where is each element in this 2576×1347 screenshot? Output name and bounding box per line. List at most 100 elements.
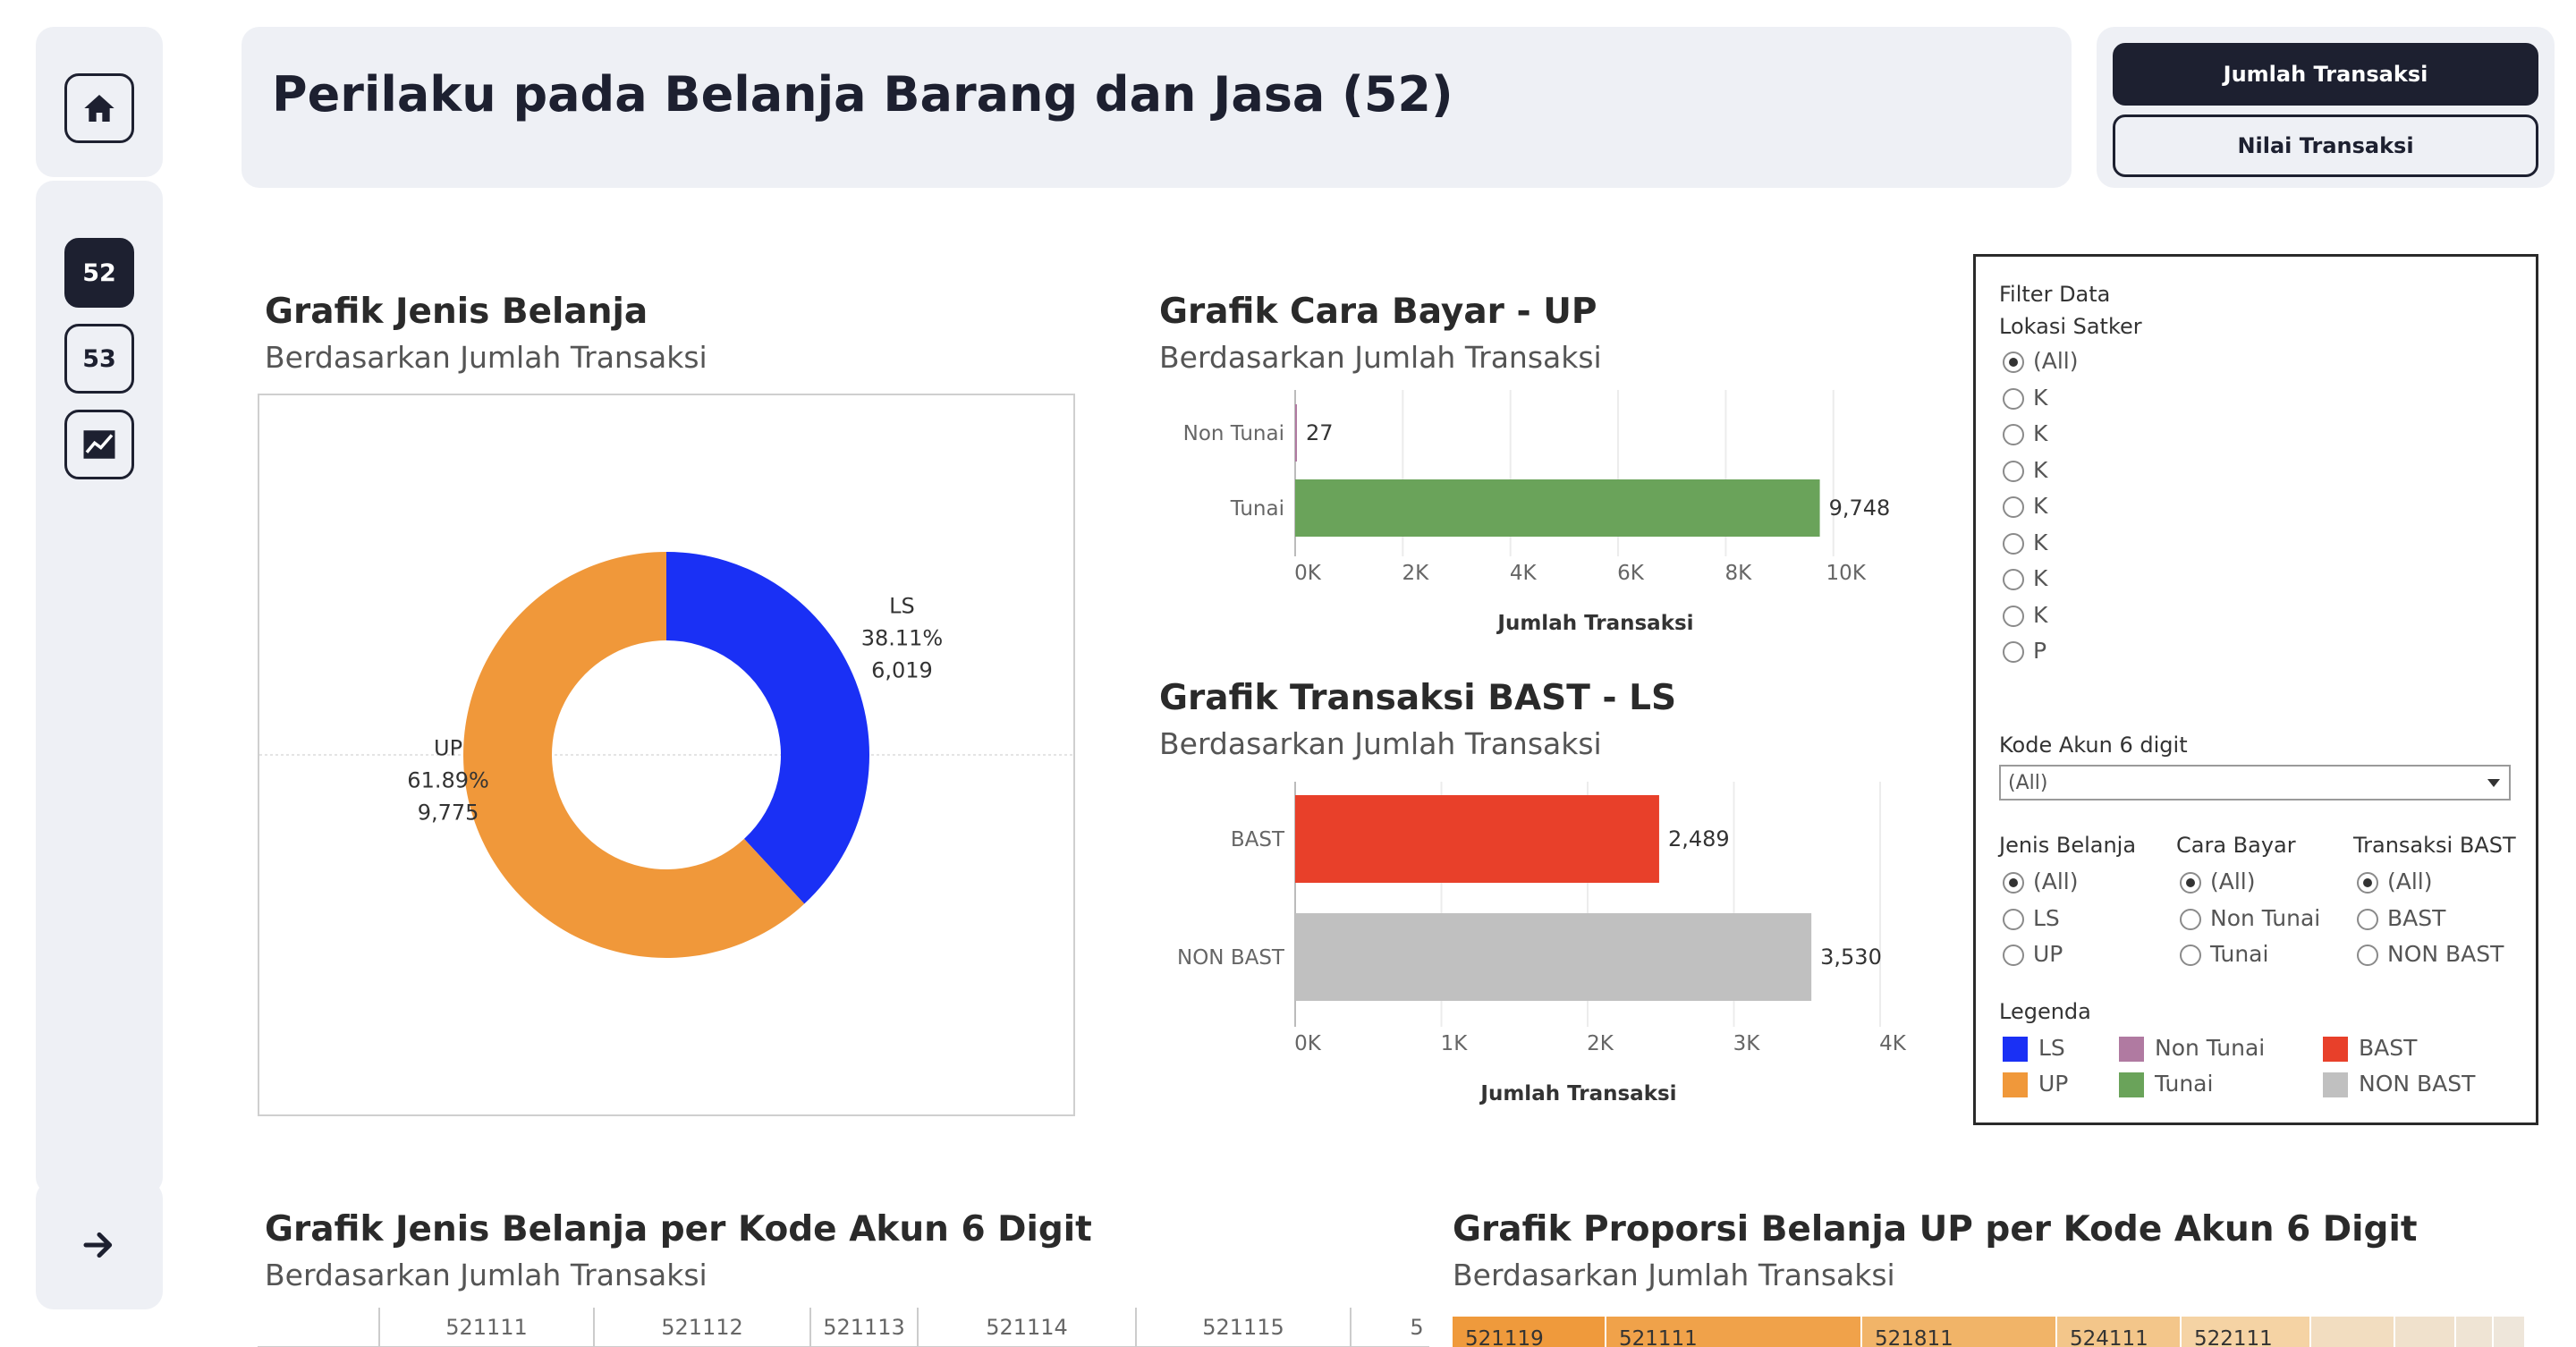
nav-trend-button[interactable] (64, 410, 134, 479)
legend-label: Tunai (2155, 1071, 2214, 1097)
treemap-cell[interactable] (2456, 1317, 2492, 1347)
left-nav: 52 53 (36, 27, 163, 1309)
x-axis-title: Jumlah Transaksi (1479, 1082, 1676, 1106)
legend-swatch (2003, 1072, 2028, 1097)
treemap-cell[interactable] (2311, 1317, 2394, 1347)
lokasi-option-label: K (2033, 456, 2048, 483)
per-akun-chart: 521111 521112 521113 521114 521115 5 (258, 1308, 1429, 1347)
treemap-cell-label: 521111 (1619, 1327, 1698, 1347)
bar-bast[interactable] (1295, 795, 1659, 883)
y-category-label: NON BAST (1177, 946, 1285, 970)
treemap-cell[interactable] (1453, 1317, 1605, 1347)
donut-label-ls: LS 38.11% 6,019 (861, 594, 944, 683)
nav-page-53-label: 53 (82, 344, 116, 373)
transaksi-bast-filter-label: Transaksi BAST (2353, 833, 2516, 858)
proporsi-chart-subtitle: Berdasarkan Jumlah Transaksi (1453, 1258, 1895, 1292)
lokasi-option-label: K (2033, 493, 2048, 519)
treemap-cell-label: 522111 (2194, 1327, 2273, 1347)
expand-button[interactable] (81, 1227, 117, 1267)
donut-slice-ls[interactable] (666, 552, 869, 904)
legend-swatch (2323, 1037, 2348, 1062)
bast-option-label: (All) (2387, 868, 2433, 894)
y-category-label: Non Tunai (1183, 422, 1284, 445)
x-tick-label: 2K (1587, 1032, 1614, 1055)
nilai-transaksi-button[interactable]: Nilai Transaksi (2113, 114, 2538, 177)
proporsi-treemap: 521119 521111 521811 524111 522111 (1453, 1317, 2524, 1347)
bast-radio[interactable] (2357, 908, 2378, 930)
y-category-label: Tunai (1230, 497, 1284, 521)
lokasi-radio[interactable] (2003, 532, 2024, 555)
legend-title: Legenda (1999, 999, 2091, 1024)
x-tick-label: 0K (1294, 1032, 1322, 1055)
column-header-label: 521113 (823, 1315, 905, 1340)
cara-bayar-chart-subtitle: Berdasarkan Jumlah Transaksi (1159, 340, 1602, 375)
chevron-down-icon (2487, 779, 2500, 787)
column-header-label: 521112 (661, 1315, 743, 1340)
x-axis-title: Jumlah Transaksi (1496, 612, 1693, 635)
bar-tunai[interactable] (1295, 479, 1820, 537)
lokasi-option-label: P (2033, 638, 2047, 664)
bast-radio[interactable] (2357, 872, 2378, 894)
donut-slice-up[interactable] (462, 552, 805, 958)
treemap-cell[interactable] (1606, 1317, 1860, 1347)
lokasi-radio[interactable] (2003, 605, 2024, 627)
legend-swatch (2323, 1072, 2348, 1097)
bar-value-label: 9,748 (1829, 496, 1891, 521)
treemap-cell[interactable] (2395, 1317, 2454, 1347)
lokasi-option-label: (All) (2033, 348, 2079, 374)
cara-option-label: (All) (2210, 868, 2256, 894)
x-tick-label: 10K (1826, 562, 1867, 585)
bar-non-tunai[interactable] (1295, 404, 1297, 462)
treemap-cell[interactable] (2494, 1317, 2524, 1347)
bast-radio[interactable] (2357, 945, 2378, 966)
filter-title: Filter Data (1999, 282, 2111, 307)
jenis-radio[interactable] (2003, 908, 2024, 930)
lokasi-radio[interactable] (2003, 641, 2024, 663)
legend-swatch (2003, 1037, 2028, 1062)
nav-pages-panel: 52 53 (36, 181, 163, 1195)
nav-page-53-button[interactable]: 53 (64, 324, 134, 394)
jenis-radio[interactable] (2003, 945, 2024, 966)
donut-label-line: LS (889, 594, 915, 619)
jenis-radio[interactable] (2003, 872, 2024, 894)
x-tick-label: 4K (1510, 562, 1538, 585)
lokasi-radio[interactable] (2003, 352, 2024, 373)
cara-radio[interactable] (2180, 945, 2201, 966)
x-tick-label: 8K (1725, 562, 1753, 585)
legend-label: NON BAST (2359, 1071, 2476, 1097)
treemap-cell-label: 521811 (1875, 1327, 1953, 1347)
donut-label-line: 38.11% (861, 626, 944, 651)
cara-option-label: Tunai (2210, 941, 2269, 967)
donut-label-line: 9,775 (418, 800, 479, 825)
home-button[interactable] (64, 73, 134, 143)
jenis-option-label: (All) (2033, 868, 2079, 894)
nav-bottom-panel (36, 1181, 163, 1309)
x-tick-label: 1K (1441, 1032, 1469, 1055)
jumlah-transaksi-button[interactable]: Jumlah Transaksi (2113, 43, 2538, 106)
donut-label-line: 6,019 (871, 658, 933, 683)
kode-akun-select[interactable]: (All) (1999, 765, 2511, 801)
treemap-cell[interactable] (2057, 1317, 2180, 1347)
bast-chart-title: Grafik Transaksi BAST - LS (1159, 678, 1677, 718)
nav-page-52-label: 52 (82, 258, 116, 287)
bast-option-label: BAST (2387, 904, 2446, 931)
lokasi-radio[interactable] (2003, 460, 2024, 482)
cara-bayar-chart-title: Grafik Cara Bayar - UP (1159, 292, 1597, 332)
lokasi-radio[interactable] (2003, 496, 2024, 518)
column-header-label: 5 (1410, 1315, 1423, 1340)
lokasi-option-label: K (2033, 529, 2048, 555)
treemap-cell[interactable] (2182, 1317, 2309, 1347)
arrow-right-icon (83, 1232, 113, 1258)
nav-page-52-button[interactable]: 52 (64, 238, 134, 308)
treemap-cell[interactable] (1862, 1317, 2055, 1347)
cara-radio[interactable] (2180, 908, 2201, 930)
per-akun-chart-subtitle: Berdasarkan Jumlah Transaksi (265, 1258, 708, 1292)
cara-radio[interactable] (2180, 872, 2201, 894)
cara-bayar-filter-label: Cara Bayar (2176, 833, 2296, 858)
lokasi-radio[interactable] (2003, 569, 2024, 590)
lokasi-radio[interactable] (2003, 387, 2024, 410)
proporsi-chart-title: Grafik Proporsi Belanja UP per Kode Akun… (1453, 1209, 2418, 1250)
jenis-option-label: UP (2033, 941, 2063, 967)
lokasi-radio[interactable] (2003, 424, 2024, 445)
bar-non-bast[interactable] (1295, 913, 1812, 1001)
